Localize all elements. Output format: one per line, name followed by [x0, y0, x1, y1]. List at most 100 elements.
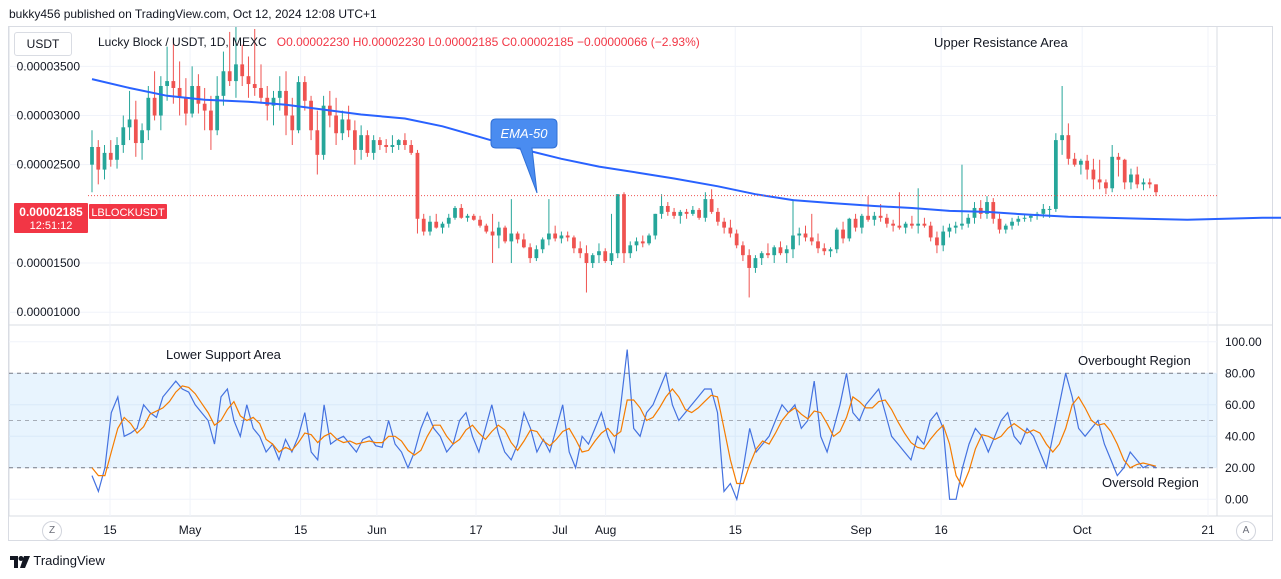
candle-body: [822, 248, 827, 252]
candle-body: [803, 233, 808, 238]
candle-body: [359, 135, 364, 150]
candle-body: [578, 248, 583, 254]
candle-body: [922, 223, 927, 226]
candle-body: [115, 145, 119, 160]
ema-callout[interactable]: EMA-50: [490, 118, 558, 194]
candle-body: [478, 219, 482, 226]
candle-body: [647, 235, 651, 244]
candle-body: [972, 207, 977, 218]
candle-body: [947, 227, 952, 232]
candle-body: [490, 231, 495, 236]
candle-body: [1060, 135, 1064, 141]
candle-body: [1154, 184, 1158, 193]
candle-body: [772, 247, 777, 256]
published-by-text: bukky456 published on TradingView.com, O…: [9, 7, 377, 21]
currency-selector[interactable]: USDT: [14, 32, 72, 56]
candle-body: [690, 209, 695, 214]
candle-body: [528, 247, 532, 259]
upper-resistance-label: Upper Resistance Area: [934, 35, 1068, 50]
candle-body: [202, 103, 207, 111]
candle-body: [741, 245, 745, 256]
candle-body: [659, 205, 664, 214]
candle-body: [697, 209, 701, 218]
candle-body: [1003, 225, 1008, 230]
candle-body: [1028, 215, 1033, 218]
price-tag-value: 0.00002185: [19, 205, 83, 219]
candle-body: [985, 202, 989, 214]
candle-body: [434, 221, 439, 228]
candle-body: [872, 215, 877, 220]
candle-body: [753, 258, 758, 268]
candle-body: [797, 233, 802, 236]
candle-body: [334, 115, 338, 134]
candle-body: [96, 146, 101, 170]
candle-body: [252, 84, 257, 88]
candle-body: [1141, 182, 1146, 185]
candle-body: [446, 217, 451, 224]
candle-body: [309, 100, 313, 131]
candle-body: [603, 251, 608, 262]
candle-body: [540, 239, 545, 250]
price-axis-labels[interactable]: 0.00003500 0.00003000 0.00002500 0.00001500…: [17, 59, 81, 319]
candle-body: [910, 223, 914, 226]
candle-body: [891, 223, 896, 226]
candle-body: [246, 76, 251, 85]
lower-support-label: Lower Support Area: [166, 347, 282, 362]
time-tick-label: Aug: [595, 523, 616, 537]
candle-body: [378, 140, 382, 146]
candle-body: [966, 217, 971, 224]
candle-body: [590, 255, 595, 264]
candle-body: [716, 211, 720, 222]
candle-body: [284, 90, 288, 116]
time-tick-label: 16: [934, 523, 948, 537]
z-button[interactable]: Z: [42, 521, 62, 541]
stoch-d-line: [91, 385, 1157, 488]
candle-body: [496, 227, 501, 236]
candle-body: [290, 115, 295, 131]
candle-body: [1047, 208, 1052, 210]
candle-body: [678, 211, 683, 216]
time-tick-label: 15: [294, 523, 308, 537]
oscillator-axis-labels[interactable]: 100.00 80.00 60.00 40.00 20.00 0.00: [1225, 335, 1262, 507]
symbol-legend: Lucky Block / USDT, 1D, MEXC O0.00002230…: [98, 35, 700, 49]
candle-body: [140, 130, 144, 144]
candle-body: [1066, 135, 1071, 159]
candle-body: [609, 253, 614, 262]
time-axis-labels[interactable]: 15 May 15 Jun 17 Jul Aug 15 Sep 16 Oct 21: [103, 523, 1215, 537]
auto-scale-button[interactable]: A: [1236, 521, 1256, 541]
overbought-label: Overbought Region: [1078, 353, 1191, 368]
candle-body: [1110, 156, 1115, 189]
candle-body: [634, 241, 639, 246]
candle-body: [809, 237, 814, 242]
tradingview-footer[interactable]: TradingView: [10, 553, 105, 568]
time-tick-label: 21: [1201, 523, 1215, 537]
oscillator-tick-label: 40.00: [1225, 429, 1255, 443]
time-tick-label: May: [179, 523, 202, 537]
candle-body: [784, 249, 789, 254]
price-tick-label: 0.00001000: [17, 305, 81, 319]
candle-body: [1010, 221, 1014, 226]
candle-body: [127, 119, 132, 128]
candle-body: [171, 81, 176, 88]
time-tick-label: Jul: [552, 523, 567, 537]
candle-body: [165, 81, 169, 87]
candle-body: [597, 251, 601, 256]
price-tick-label: 0.00003500: [17, 59, 81, 73]
ticker-tag-label: LBLOCKUSDT: [91, 207, 165, 219]
candle-body: [390, 145, 395, 147]
oscillator-pane-grid: [9, 341, 1217, 500]
candle-body: [841, 229, 845, 239]
candle-body: [778, 247, 783, 254]
ema-callout-label: EMA-50: [501, 126, 549, 141]
candle-body: [534, 249, 539, 259]
candle-body: [709, 199, 714, 212]
tradingview-logo-icon: [10, 555, 30, 568]
candle-body: [1097, 179, 1102, 183]
candle-body: [503, 227, 507, 242]
candle-body: [315, 130, 320, 155]
time-tick-label: Jun: [367, 523, 386, 537]
candle-body: [941, 231, 946, 246]
candle-body: [352, 130, 357, 150]
candle-body: [1091, 169, 1096, 180]
